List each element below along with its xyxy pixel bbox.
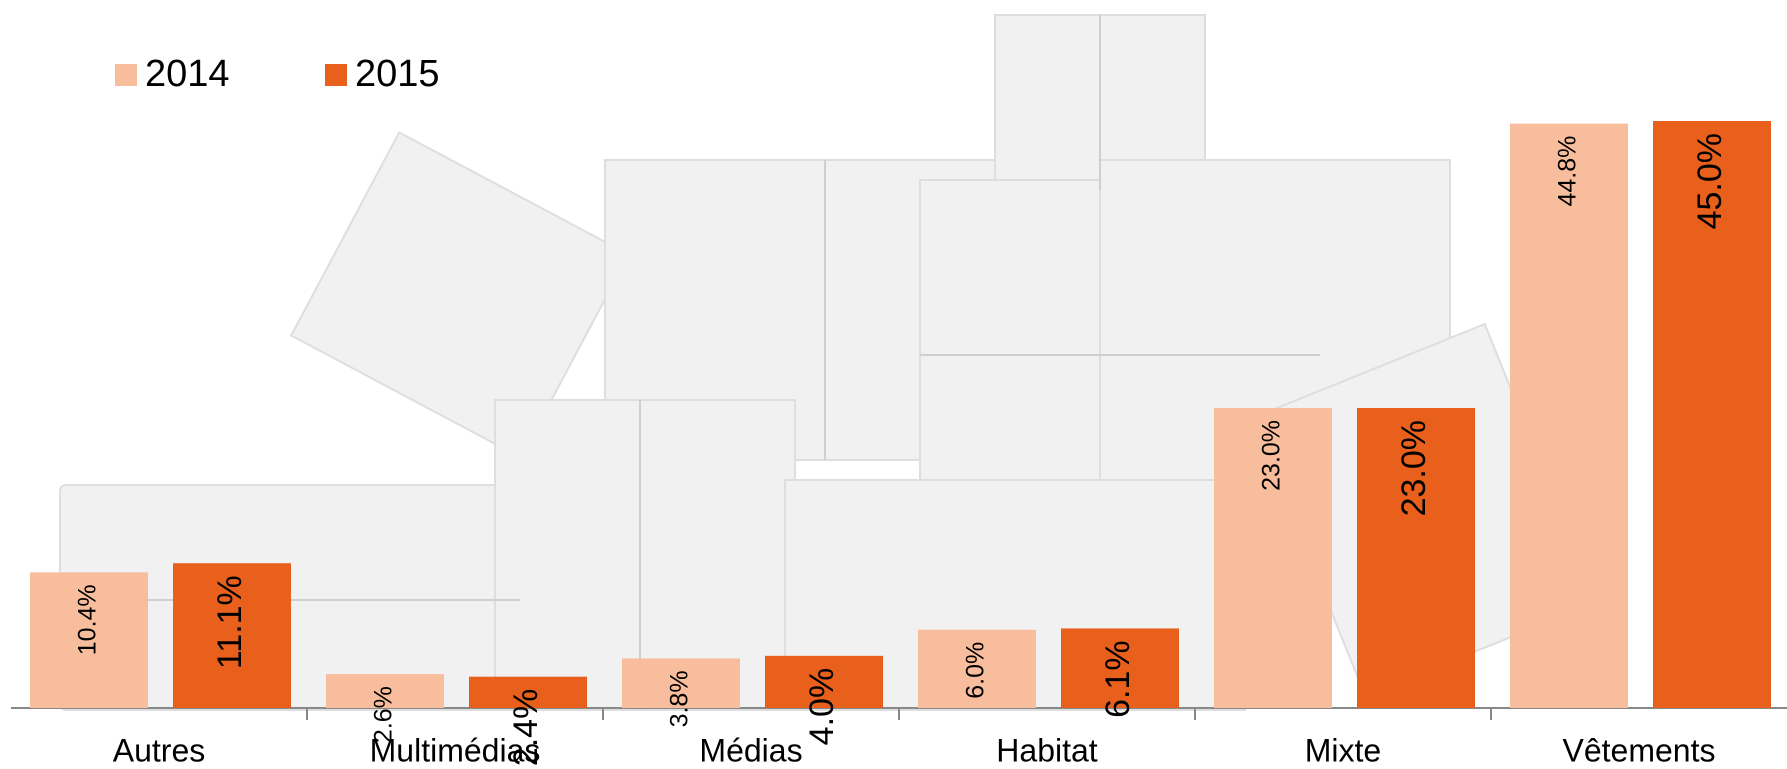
- value-label: 44.8%: [1554, 136, 1582, 207]
- value-label: 11.1%: [211, 575, 249, 669]
- value-label: 6.1%: [1099, 640, 1137, 718]
- value-label: 3.8%: [666, 670, 694, 727]
- x-tick-label: Autres: [113, 732, 205, 768]
- value-label: 4.0%: [803, 668, 841, 746]
- bar: [1510, 123, 1628, 708]
- legend-label: 2015: [355, 53, 440, 95]
- bar: [765, 655, 883, 708]
- bar: [30, 572, 148, 708]
- x-tick-label: Multimédias: [370, 732, 541, 768]
- x-tick-label: Mixte: [1305, 732, 1381, 768]
- value-label: 23.0%: [1258, 420, 1286, 491]
- x-tick-label: Habitat: [996, 732, 1098, 768]
- bar: [173, 563, 291, 708]
- value-label: 2.4%: [507, 689, 545, 767]
- value-label: 23.0%: [1395, 420, 1433, 516]
- legend-label: 2014: [145, 53, 230, 95]
- bar: [469, 676, 587, 708]
- legend-swatch: [325, 64, 347, 86]
- x-tick-label: Médias: [699, 732, 802, 768]
- value-label: 2.6%: [370, 686, 398, 743]
- x-tick-label: Vêtements: [1563, 732, 1716, 768]
- bar: [1357, 407, 1475, 708]
- bar: [1653, 121, 1771, 708]
- value-label: 10.4%: [74, 584, 102, 655]
- bar: [918, 629, 1036, 708]
- bar: [622, 658, 740, 708]
- value-label: 45.0%: [1691, 133, 1729, 229]
- bar: [1214, 407, 1332, 708]
- bar: [1061, 628, 1179, 708]
- value-label: 6.0%: [962, 642, 990, 699]
- legend-swatch: [115, 64, 137, 86]
- bar: [326, 674, 444, 708]
